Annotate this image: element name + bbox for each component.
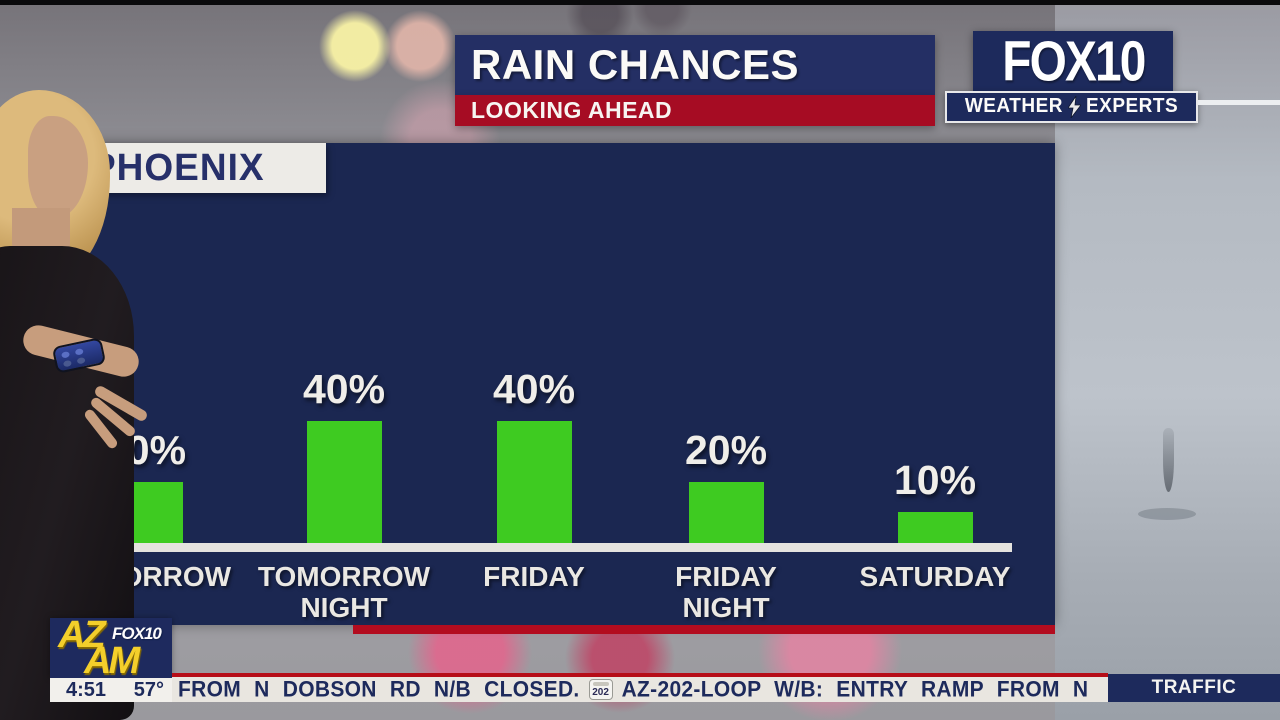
ticker-text-1: FROM N DOBSON RD N/B CLOSED.: [178, 677, 580, 702]
time-temp-box: 4:51 57°: [50, 678, 172, 702]
segment-subtitle-bar: LOOKING AHEAD: [455, 95, 935, 126]
chart-title: PHOENIX: [91, 146, 265, 189]
bar-friday-night: [688, 482, 764, 543]
water-splash: [1138, 508, 1196, 520]
panel-bottom-accent: [353, 625, 1055, 634]
bar-saturday: [897, 512, 973, 543]
letterbox-edge: [0, 0, 1280, 5]
value-label-friday: 40%: [492, 366, 576, 412]
lightning-bolt-icon: [1067, 96, 1081, 118]
azam-logo: AZ FOX10 AM: [50, 618, 172, 678]
fox10-logo: FOX10: [973, 31, 1173, 93]
highway-202-shield-icon: 202: [588, 679, 613, 700]
weather-experts-badge: WEATHER EXPERTS: [945, 91, 1198, 123]
weather-label: WEATHER: [964, 95, 1063, 118]
azam-logo-fox10: FOX10: [112, 624, 162, 643]
bar-friday: [496, 421, 572, 543]
highway-202-number: 202: [592, 686, 609, 698]
azam-logo-am: AM: [84, 640, 140, 678]
bar-tomorrow: [107, 482, 183, 543]
category-label-friday-night: FRIDAY NIGHT: [675, 561, 777, 623]
ticker-category-label: TRAFFIC: [1151, 677, 1237, 698]
segment-subtitle: LOOKING AHEAD: [471, 97, 673, 123]
value-label-saturday: 10%: [893, 457, 977, 503]
ticker-category-badge: TRAFFIC: [1108, 674, 1280, 702]
value-label-friday-night: 20%: [684, 427, 768, 473]
experts-label: EXPERTS: [1085, 95, 1179, 118]
x-axis-line: [97, 543, 1012, 552]
decor-line: [1198, 100, 1280, 105]
water-droplet: [1163, 428, 1174, 492]
category-label-friday: FRIDAY: [483, 561, 585, 592]
news-ticker: FROM N DOBSON RD N/B CLOSED. 202 AZ-202-…: [172, 677, 1108, 702]
ticker-top-line: [172, 673, 1108, 677]
clock: 4:51: [66, 678, 107, 701]
value-label-tomorrow: 20%: [103, 427, 187, 473]
segment-title-bar: RAIN CHANCES: [455, 35, 935, 95]
category-label-saturday: SATURDAY: [859, 561, 1011, 592]
fox10-logo-text: FOX10: [1001, 30, 1146, 94]
segment-title: RAIN CHANCES: [471, 41, 800, 88]
temperature: 57°: [133, 678, 164, 701]
azam-logo-az: AZ: [58, 618, 106, 656]
value-label-tomorrow-night: 40%: [302, 366, 386, 412]
category-label-tomorrow-night: TOMORROW NIGHT: [257, 561, 431, 623]
bar-tomorrow-night: [306, 421, 382, 543]
ticker-text-2: AZ-202-LOOP W/B: ENTRY RAMP FROM N: [621, 677, 1089, 702]
